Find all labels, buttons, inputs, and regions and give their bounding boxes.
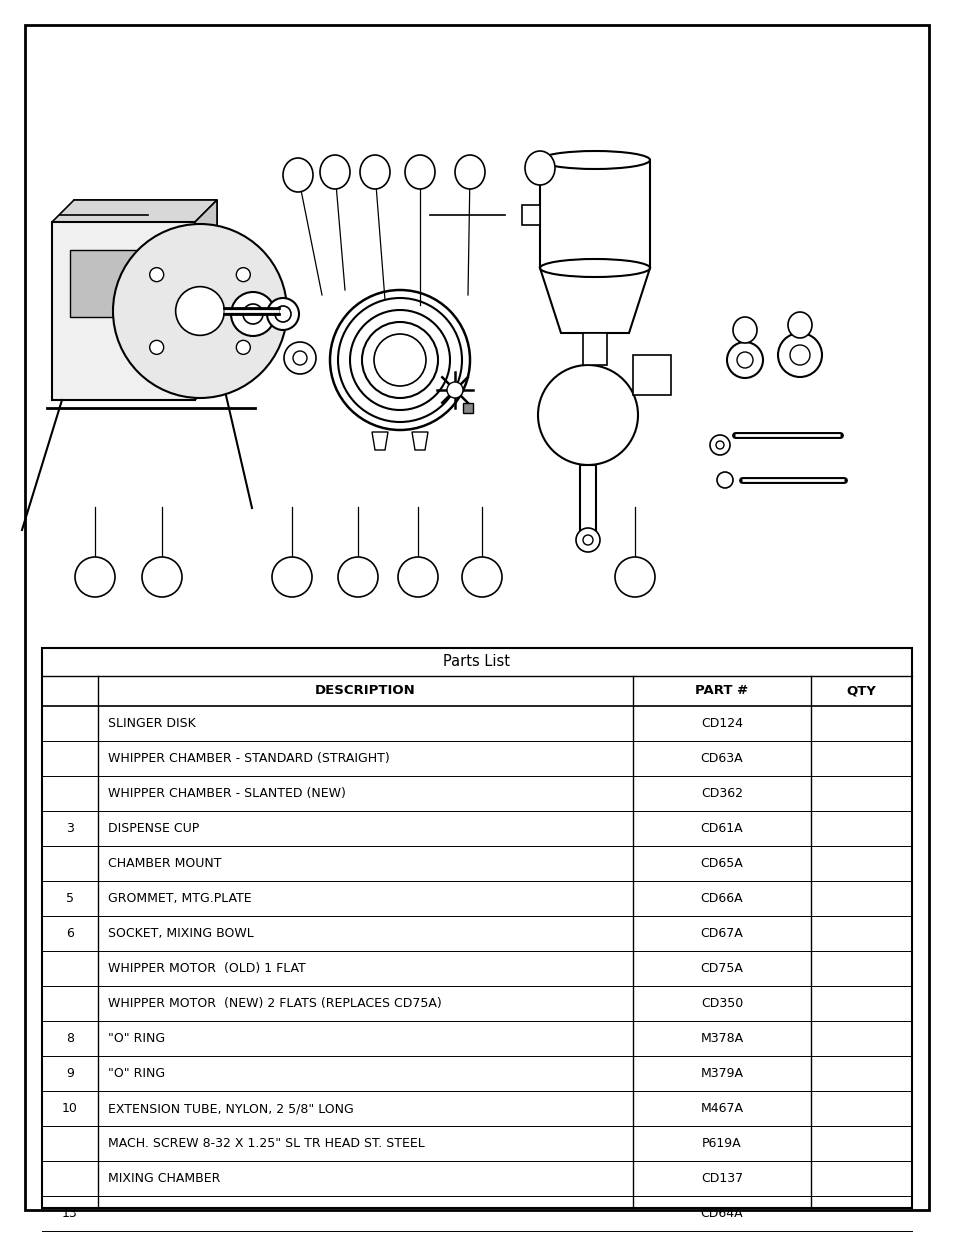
Text: P619A: P619A xyxy=(701,1137,741,1150)
Text: CD67A: CD67A xyxy=(700,927,742,940)
Text: M379A: M379A xyxy=(700,1067,742,1079)
Circle shape xyxy=(778,333,821,377)
Circle shape xyxy=(267,298,298,330)
Text: CD362: CD362 xyxy=(700,787,742,800)
Bar xyxy=(633,354,670,395)
Text: MIXING CHAMBER: MIXING CHAMBER xyxy=(108,1172,220,1186)
Polygon shape xyxy=(372,432,388,450)
Circle shape xyxy=(709,435,729,454)
Text: 5: 5 xyxy=(66,892,74,905)
Bar xyxy=(42,648,911,1208)
Text: CD75A: CD75A xyxy=(700,962,742,974)
Text: 9: 9 xyxy=(66,1067,74,1079)
Circle shape xyxy=(231,291,274,336)
Circle shape xyxy=(789,345,809,366)
Circle shape xyxy=(726,342,762,378)
Bar xyxy=(462,403,473,412)
Text: CD64A: CD64A xyxy=(700,1207,742,1220)
Circle shape xyxy=(397,557,437,597)
Text: SOCKET, MIXING BOWL: SOCKET, MIXING BOWL xyxy=(108,927,253,940)
Bar xyxy=(521,205,539,225)
Text: CD137: CD137 xyxy=(700,1172,742,1186)
Ellipse shape xyxy=(405,156,435,189)
Text: QTY: QTY xyxy=(845,684,876,698)
Text: M378A: M378A xyxy=(700,1032,742,1045)
Polygon shape xyxy=(539,268,649,333)
Circle shape xyxy=(337,557,377,597)
Circle shape xyxy=(717,472,732,488)
Circle shape xyxy=(236,341,250,354)
Circle shape xyxy=(537,366,638,466)
Polygon shape xyxy=(412,432,428,450)
Text: 10: 10 xyxy=(62,1102,78,1115)
Text: "O" RING: "O" RING xyxy=(108,1032,165,1045)
Circle shape xyxy=(293,351,307,366)
Circle shape xyxy=(461,557,501,597)
Circle shape xyxy=(175,287,224,336)
Bar xyxy=(52,222,194,400)
Circle shape xyxy=(150,268,164,282)
Text: WHIPPER MOTOR  (OLD) 1 FLAT: WHIPPER MOTOR (OLD) 1 FLAT xyxy=(108,962,305,974)
Bar xyxy=(539,161,649,268)
Ellipse shape xyxy=(359,156,390,189)
Ellipse shape xyxy=(539,259,649,277)
Text: SLINGER DISK: SLINGER DISK xyxy=(108,718,195,730)
Circle shape xyxy=(716,441,723,450)
Circle shape xyxy=(274,306,291,322)
Circle shape xyxy=(272,557,312,597)
Ellipse shape xyxy=(319,156,350,189)
Circle shape xyxy=(75,557,115,597)
Ellipse shape xyxy=(455,156,484,189)
Bar xyxy=(70,249,152,317)
Text: GROMMET, MTG.PLATE: GROMMET, MTG.PLATE xyxy=(108,892,252,905)
Text: 8: 8 xyxy=(66,1032,74,1045)
Circle shape xyxy=(112,224,287,398)
Text: Parts List: Parts List xyxy=(443,655,510,669)
Text: EXTENSION TUBE, NYLON, 2 5/8" LONG: EXTENSION TUBE, NYLON, 2 5/8" LONG xyxy=(108,1102,354,1115)
Polygon shape xyxy=(52,200,216,222)
Ellipse shape xyxy=(787,312,811,338)
Text: WHIPPER MOTOR  (NEW) 2 FLATS (REPLACES CD75A): WHIPPER MOTOR (NEW) 2 FLATS (REPLACES CD… xyxy=(108,997,441,1010)
Text: DESCRIPTION: DESCRIPTION xyxy=(314,684,416,698)
Text: CD61A: CD61A xyxy=(700,823,742,835)
Circle shape xyxy=(284,342,315,374)
Ellipse shape xyxy=(524,151,555,185)
Text: CD63A: CD63A xyxy=(700,752,742,764)
Bar xyxy=(582,333,606,366)
Circle shape xyxy=(150,341,164,354)
Text: 3: 3 xyxy=(66,823,74,835)
Text: PART #: PART # xyxy=(695,684,748,698)
Text: CD350: CD350 xyxy=(700,997,742,1010)
Text: MACH. SCREW 8-32 X 1.25" SL TR HEAD ST. STEEL: MACH. SCREW 8-32 X 1.25" SL TR HEAD ST. … xyxy=(108,1137,424,1150)
Text: DISPENSE CUP: DISPENSE CUP xyxy=(108,823,199,835)
Text: CHAMBER MOUNT: CHAMBER MOUNT xyxy=(108,857,221,869)
Polygon shape xyxy=(74,200,216,378)
Circle shape xyxy=(142,557,182,597)
Circle shape xyxy=(582,535,593,545)
Text: 6: 6 xyxy=(66,927,74,940)
Circle shape xyxy=(243,304,263,324)
Text: WHIPPER CHAMBER - SLANTED (NEW): WHIPPER CHAMBER - SLANTED (NEW) xyxy=(108,787,346,800)
Ellipse shape xyxy=(732,317,757,343)
Text: CD66A: CD66A xyxy=(700,892,742,905)
Circle shape xyxy=(737,352,752,368)
Ellipse shape xyxy=(283,158,313,191)
Text: WHIPPER CHAMBER - STANDARD (STRAIGHT): WHIPPER CHAMBER - STANDARD (STRAIGHT) xyxy=(108,752,390,764)
Circle shape xyxy=(576,529,599,552)
Text: "O" RING: "O" RING xyxy=(108,1067,165,1079)
Circle shape xyxy=(615,557,655,597)
Text: CD65A: CD65A xyxy=(700,857,742,869)
Bar xyxy=(579,466,596,535)
Circle shape xyxy=(447,382,462,398)
Ellipse shape xyxy=(539,151,649,169)
Text: CD124: CD124 xyxy=(700,718,742,730)
Circle shape xyxy=(236,268,250,282)
Polygon shape xyxy=(194,200,216,400)
Text: M467A: M467A xyxy=(700,1102,742,1115)
Text: 13: 13 xyxy=(62,1207,78,1220)
